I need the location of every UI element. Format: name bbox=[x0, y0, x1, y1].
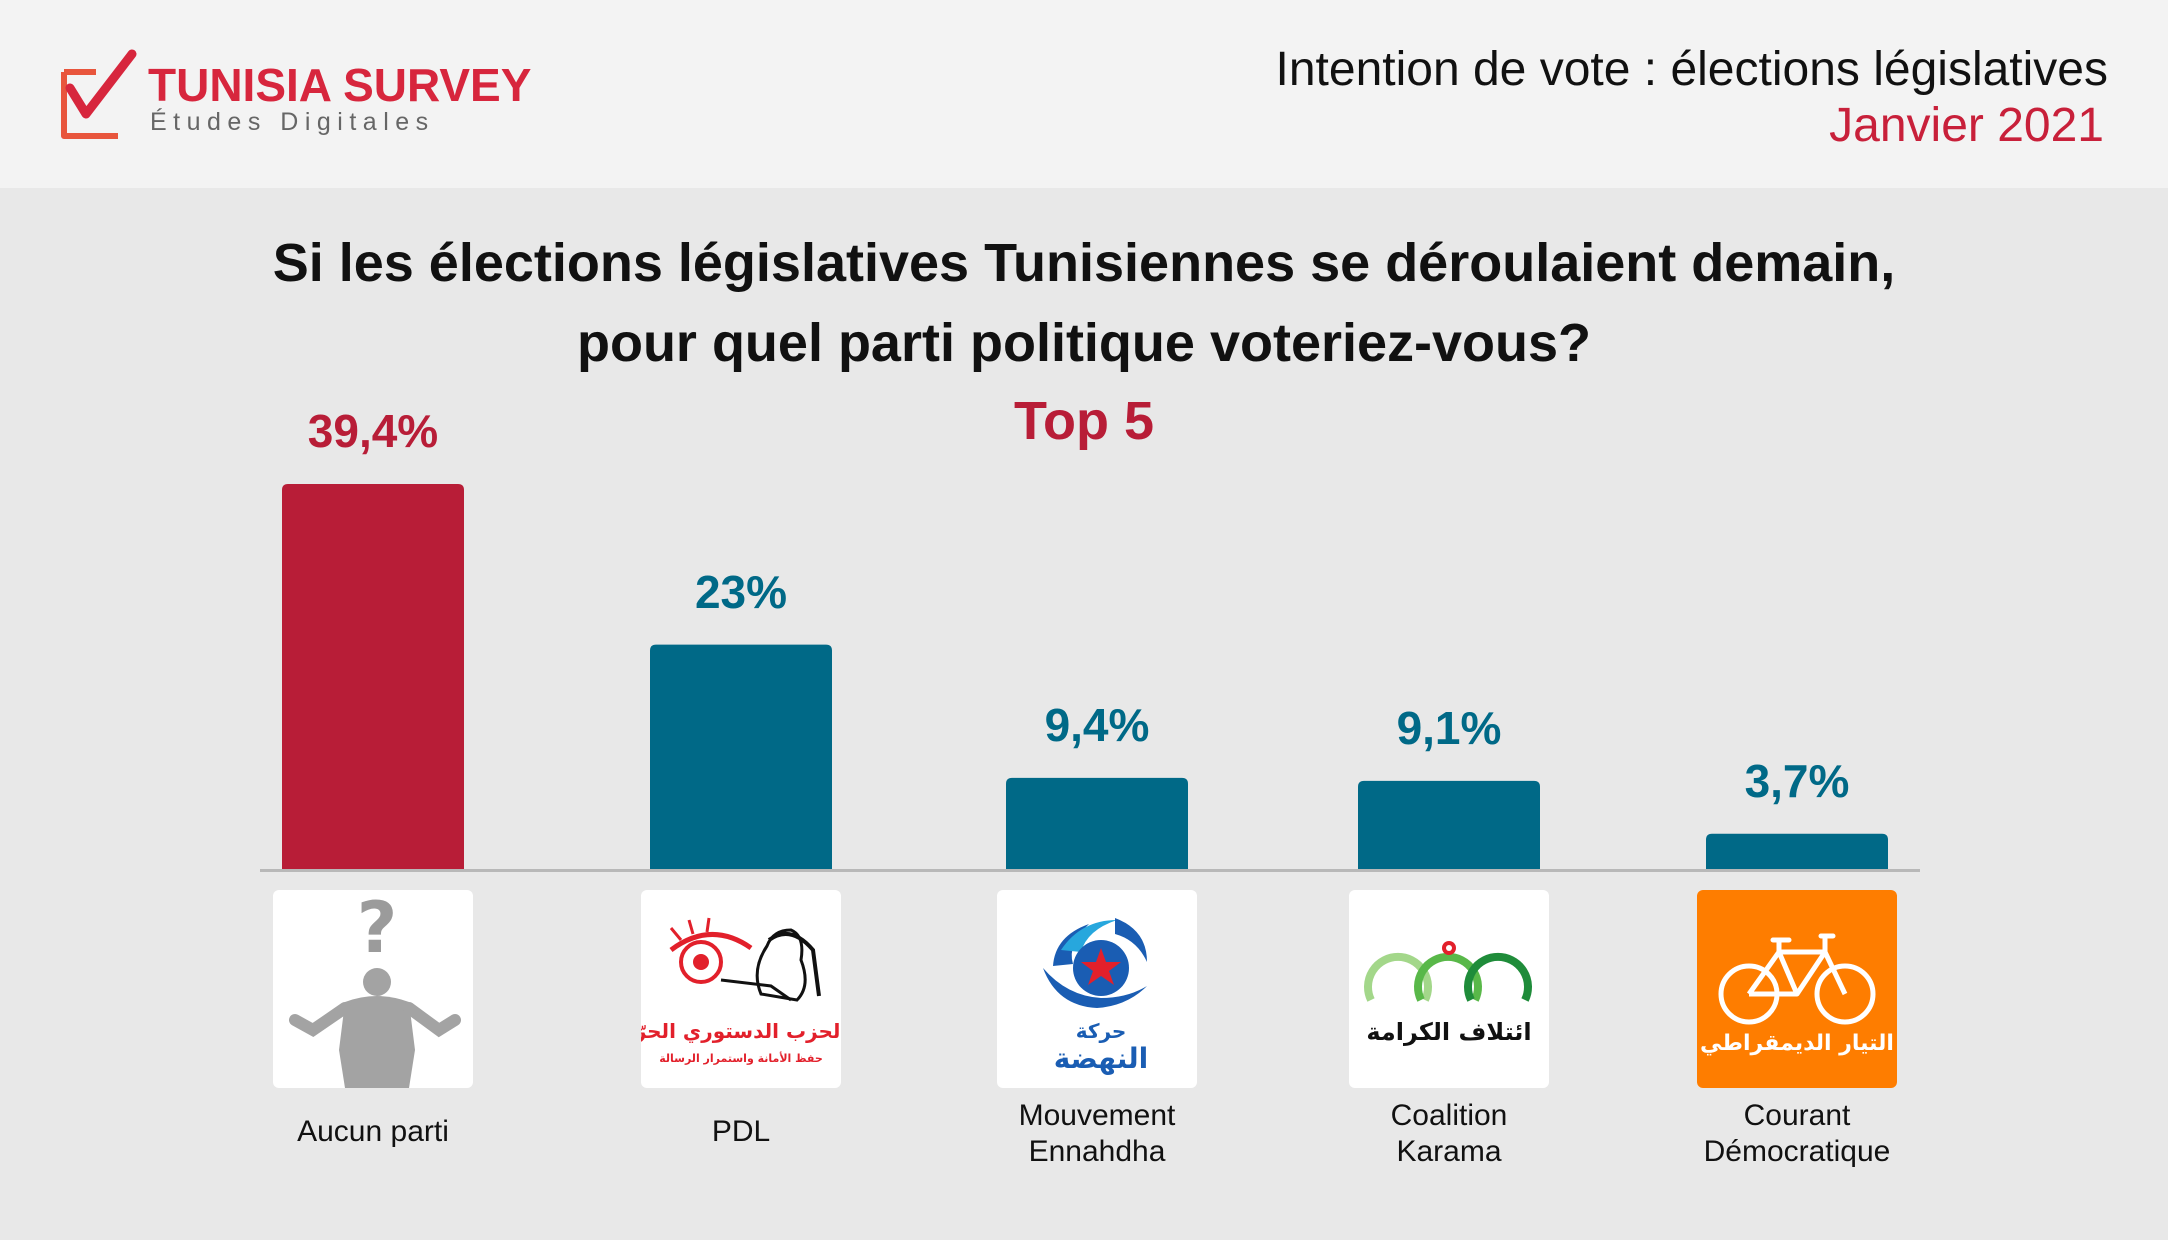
karama-logo-text: ائتلاف الكرامة bbox=[1366, 1018, 1531, 1046]
party-name-karama: Coalition Karama bbox=[1390, 1099, 1508, 1168]
bar-2 bbox=[650, 644, 832, 870]
value-label-3: 9,4% bbox=[1044, 698, 1150, 751]
pdl-logo-text-2: حفظ الأمانة واستمرار الرسالة bbox=[659, 1051, 823, 1065]
party-logo-card-pdl: الحزب الدستوري الحرّ حفظ الأمانة واستمرا… bbox=[641, 890, 841, 1088]
value-label-2: 23% bbox=[694, 565, 788, 618]
survey-title: Intention de vote : élections législativ… bbox=[1275, 43, 2109, 96]
karama-logo-icon: ائتلاف الكرامة bbox=[1364, 941, 1532, 1046]
bar-3 bbox=[1006, 777, 1188, 870]
question-line-1: Si les élections législatives Tunisienne… bbox=[272, 233, 1896, 293]
pdl-logo-text-1: الحزب الدستوري الحرّ bbox=[641, 1019, 841, 1044]
brand-name: TUNISIA SURVEY bbox=[148, 59, 532, 111]
brand-tagline: Études Digitales bbox=[150, 108, 435, 136]
brand-logo: TUNISIA SURVEY Études Digitales bbox=[56, 48, 531, 144]
checkmark-logo-icon bbox=[61, 49, 137, 139]
chart-subtitle: Top 5 bbox=[1014, 391, 1154, 451]
party-logo-card-karama: ائتلاف الكرامة bbox=[1349, 890, 1549, 1088]
pdl-logo-icon: الحزب الدستوري الحرّ حفظ الأمانة واستمرا… bbox=[641, 917, 841, 1065]
question-line-2: pour quel parti politique voteriez-vous? bbox=[576, 313, 1592, 373]
party-name-aucun: Aucun parti bbox=[297, 1115, 449, 1148]
bicycle-logo-icon: التيار الديمقراطي bbox=[1697, 890, 1897, 1088]
header-bar: TUNISIA SURVEY Études Digitales Intentio… bbox=[0, 0, 2168, 188]
value-label-1: 39,4% bbox=[307, 405, 439, 457]
value-label-5: 3,7% bbox=[1744, 754, 1850, 807]
value-label-4: 9,1% bbox=[1396, 701, 1502, 754]
party-name-courant: Courant Démocratique bbox=[1703, 1099, 1891, 1168]
ennahdha-logo-text-2: النهضة bbox=[1054, 1042, 1149, 1075]
bar-1 bbox=[282, 484, 464, 870]
undecided-person-icon: ? bbox=[289, 890, 461, 1088]
ennahdha-logo-text-1: حركة bbox=[1076, 1019, 1127, 1043]
courant-logo-text: التيار الديمقراطي bbox=[1700, 1031, 1894, 1056]
party-logo-card-ennahdha: حركة النهضة bbox=[997, 890, 1197, 1088]
ennahdha-logo-icon: حركة النهضة bbox=[1043, 918, 1149, 1075]
survey-date: Janvier 2021 bbox=[1829, 99, 2104, 152]
bar-4 bbox=[1358, 780, 1540, 870]
chart-baseline bbox=[260, 869, 1920, 872]
svg-text:?: ? bbox=[357, 890, 398, 969]
party-name-pdl: PDL bbox=[711, 1115, 771, 1148]
party-logo-card-aucun: ? bbox=[273, 890, 473, 1088]
bar-5 bbox=[1706, 833, 1888, 870]
party-logo-card-courant: التيار الديمقراطي bbox=[1697, 890, 1897, 1088]
party-name-ennahdha: Mouvement Ennahdha bbox=[1018, 1099, 1176, 1168]
